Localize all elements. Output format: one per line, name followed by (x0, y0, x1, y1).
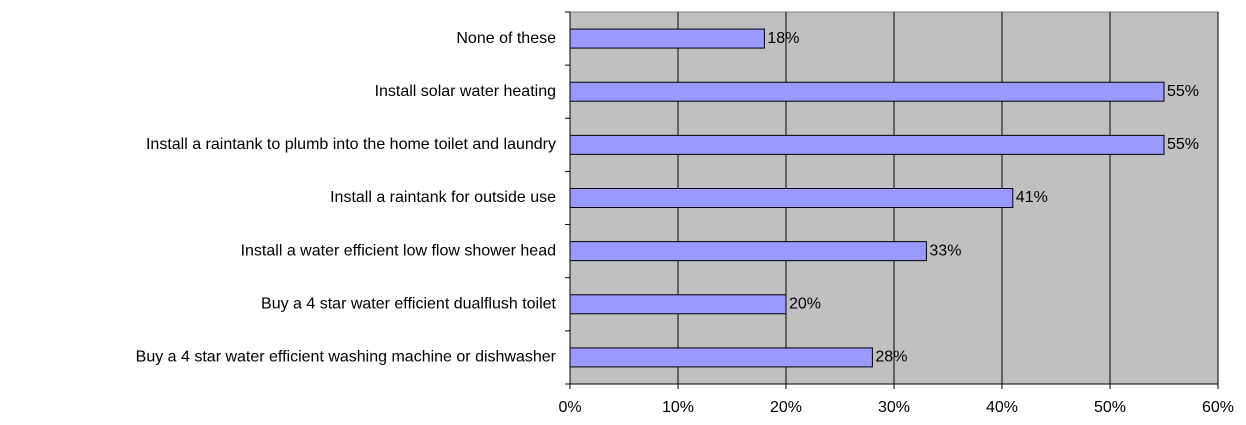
y-tick-label: Buy a 4 star water efficient dualflush t… (261, 296, 557, 313)
bar (569, 188, 1014, 208)
value-label: 18% (767, 30, 799, 47)
y-tick-label: Buy a 4 star water efficient washing mac… (136, 349, 557, 366)
value-label: 55% (1167, 83, 1199, 100)
y-tick-label: None of these (456, 30, 556, 47)
value-label: 33% (929, 242, 961, 259)
x-tick-label: 30% (878, 399, 910, 416)
x-tick-label: 0% (558, 399, 581, 416)
y-tick-label: Install a water efficient low flow showe… (241, 242, 556, 259)
bar (569, 347, 873, 368)
value-label: 28% (875, 349, 907, 366)
x-tick-label: 60% (1202, 399, 1234, 416)
value-label: 20% (789, 296, 821, 313)
y-tick-label: Install a raintank to plumb into the hom… (146, 136, 556, 153)
y-tick-label: Install solar water heating (375, 83, 556, 100)
y-tick-label: Install a raintank for outside use (330, 189, 556, 206)
bar (569, 81, 1165, 102)
bar (569, 294, 787, 315)
value-label: 41% (1016, 189, 1048, 206)
x-tick-label: 10% (662, 399, 694, 416)
bar (569, 28, 765, 49)
value-label: 55% (1167, 136, 1199, 153)
x-tick-label: 20% (770, 399, 802, 416)
bar (569, 241, 927, 262)
x-tick-label: 40% (986, 399, 1018, 416)
bar (569, 134, 1165, 155)
x-tick-label: 50% (1094, 399, 1126, 416)
